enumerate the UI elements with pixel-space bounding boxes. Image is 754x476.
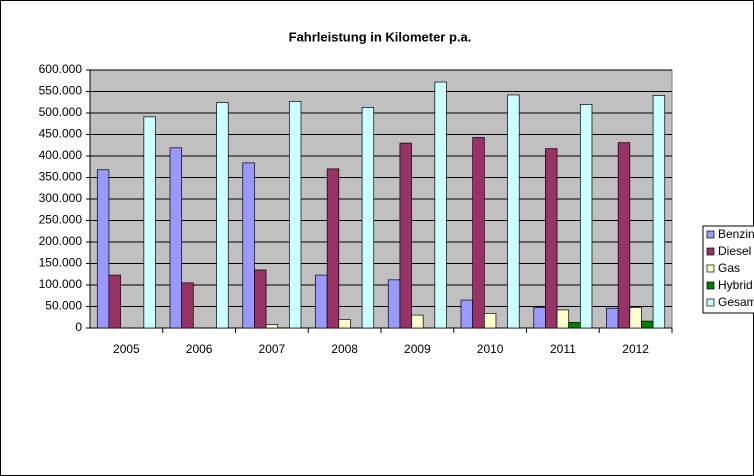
y-tick-label: 350.000 (39, 170, 83, 184)
x-tick-label: 2010 (477, 342, 504, 356)
bar (617, 142, 631, 329)
x-tick-label: 2012 (622, 342, 649, 356)
bar (411, 314, 424, 329)
x-tick-label: 2007 (259, 342, 286, 356)
bar (387, 279, 401, 329)
y-tick-label: 0 (75, 320, 82, 334)
bar (568, 322, 581, 329)
legend-label: Benzin (718, 227, 754, 241)
bar (483, 313, 497, 329)
x-tick-label: 2006 (186, 342, 213, 356)
bar (460, 299, 474, 329)
bar (652, 95, 666, 329)
bar (169, 147, 183, 329)
bar (326, 168, 340, 329)
bar (629, 307, 642, 329)
y-tick-label: 400.000 (39, 148, 83, 162)
y-tick-label: 50.000 (45, 299, 82, 313)
y-tick-label: 100.000 (39, 277, 83, 291)
legend-swatch (706, 230, 715, 239)
bar (533, 307, 546, 329)
bar (216, 102, 229, 329)
bar (143, 116, 156, 329)
bar (181, 282, 194, 329)
legend-swatch (706, 247, 715, 256)
bar (108, 274, 121, 329)
chart-title: Fahrleistung in Kilometer p.a. (289, 29, 472, 44)
y-tick-label: 550.000 (39, 84, 83, 98)
bar (265, 324, 279, 329)
legend-label: Gesamt (718, 295, 754, 309)
legend-swatch (706, 281, 715, 290)
y-tick-label: 450.000 (39, 127, 83, 141)
bar (288, 101, 302, 329)
bar (399, 142, 412, 329)
y-tick-label: 300.000 (39, 191, 83, 205)
x-tick-label: 2005 (113, 342, 140, 356)
y-tick-label: 150.000 (39, 256, 83, 270)
legend-label: Gas (718, 261, 740, 275)
bar (338, 319, 351, 329)
legend-label: Hybrid (718, 278, 753, 292)
y-tick-label: 200.000 (39, 234, 83, 248)
bar (556, 309, 570, 329)
bar (606, 307, 619, 329)
bar (361, 107, 375, 329)
bar (641, 320, 654, 329)
y-tick-label: 600.000 (39, 62, 83, 76)
bar (242, 162, 255, 329)
legend-label: Diesel (718, 244, 751, 258)
bar (545, 148, 558, 329)
bar (315, 274, 328, 329)
bar (472, 137, 485, 329)
x-tick-label: 2011 (550, 342, 576, 356)
bar (434, 81, 447, 329)
x-tick-label: 2009 (404, 342, 431, 356)
bar (507, 94, 520, 329)
bar (579, 104, 593, 329)
y-tick-label: 500.000 (39, 105, 83, 119)
x-tick-label: 2008 (331, 342, 358, 356)
bar (96, 169, 110, 329)
legend-swatch (706, 264, 715, 273)
legend-swatch (706, 298, 715, 307)
y-tick-label: 250.000 (39, 213, 83, 227)
bar (254, 269, 267, 329)
